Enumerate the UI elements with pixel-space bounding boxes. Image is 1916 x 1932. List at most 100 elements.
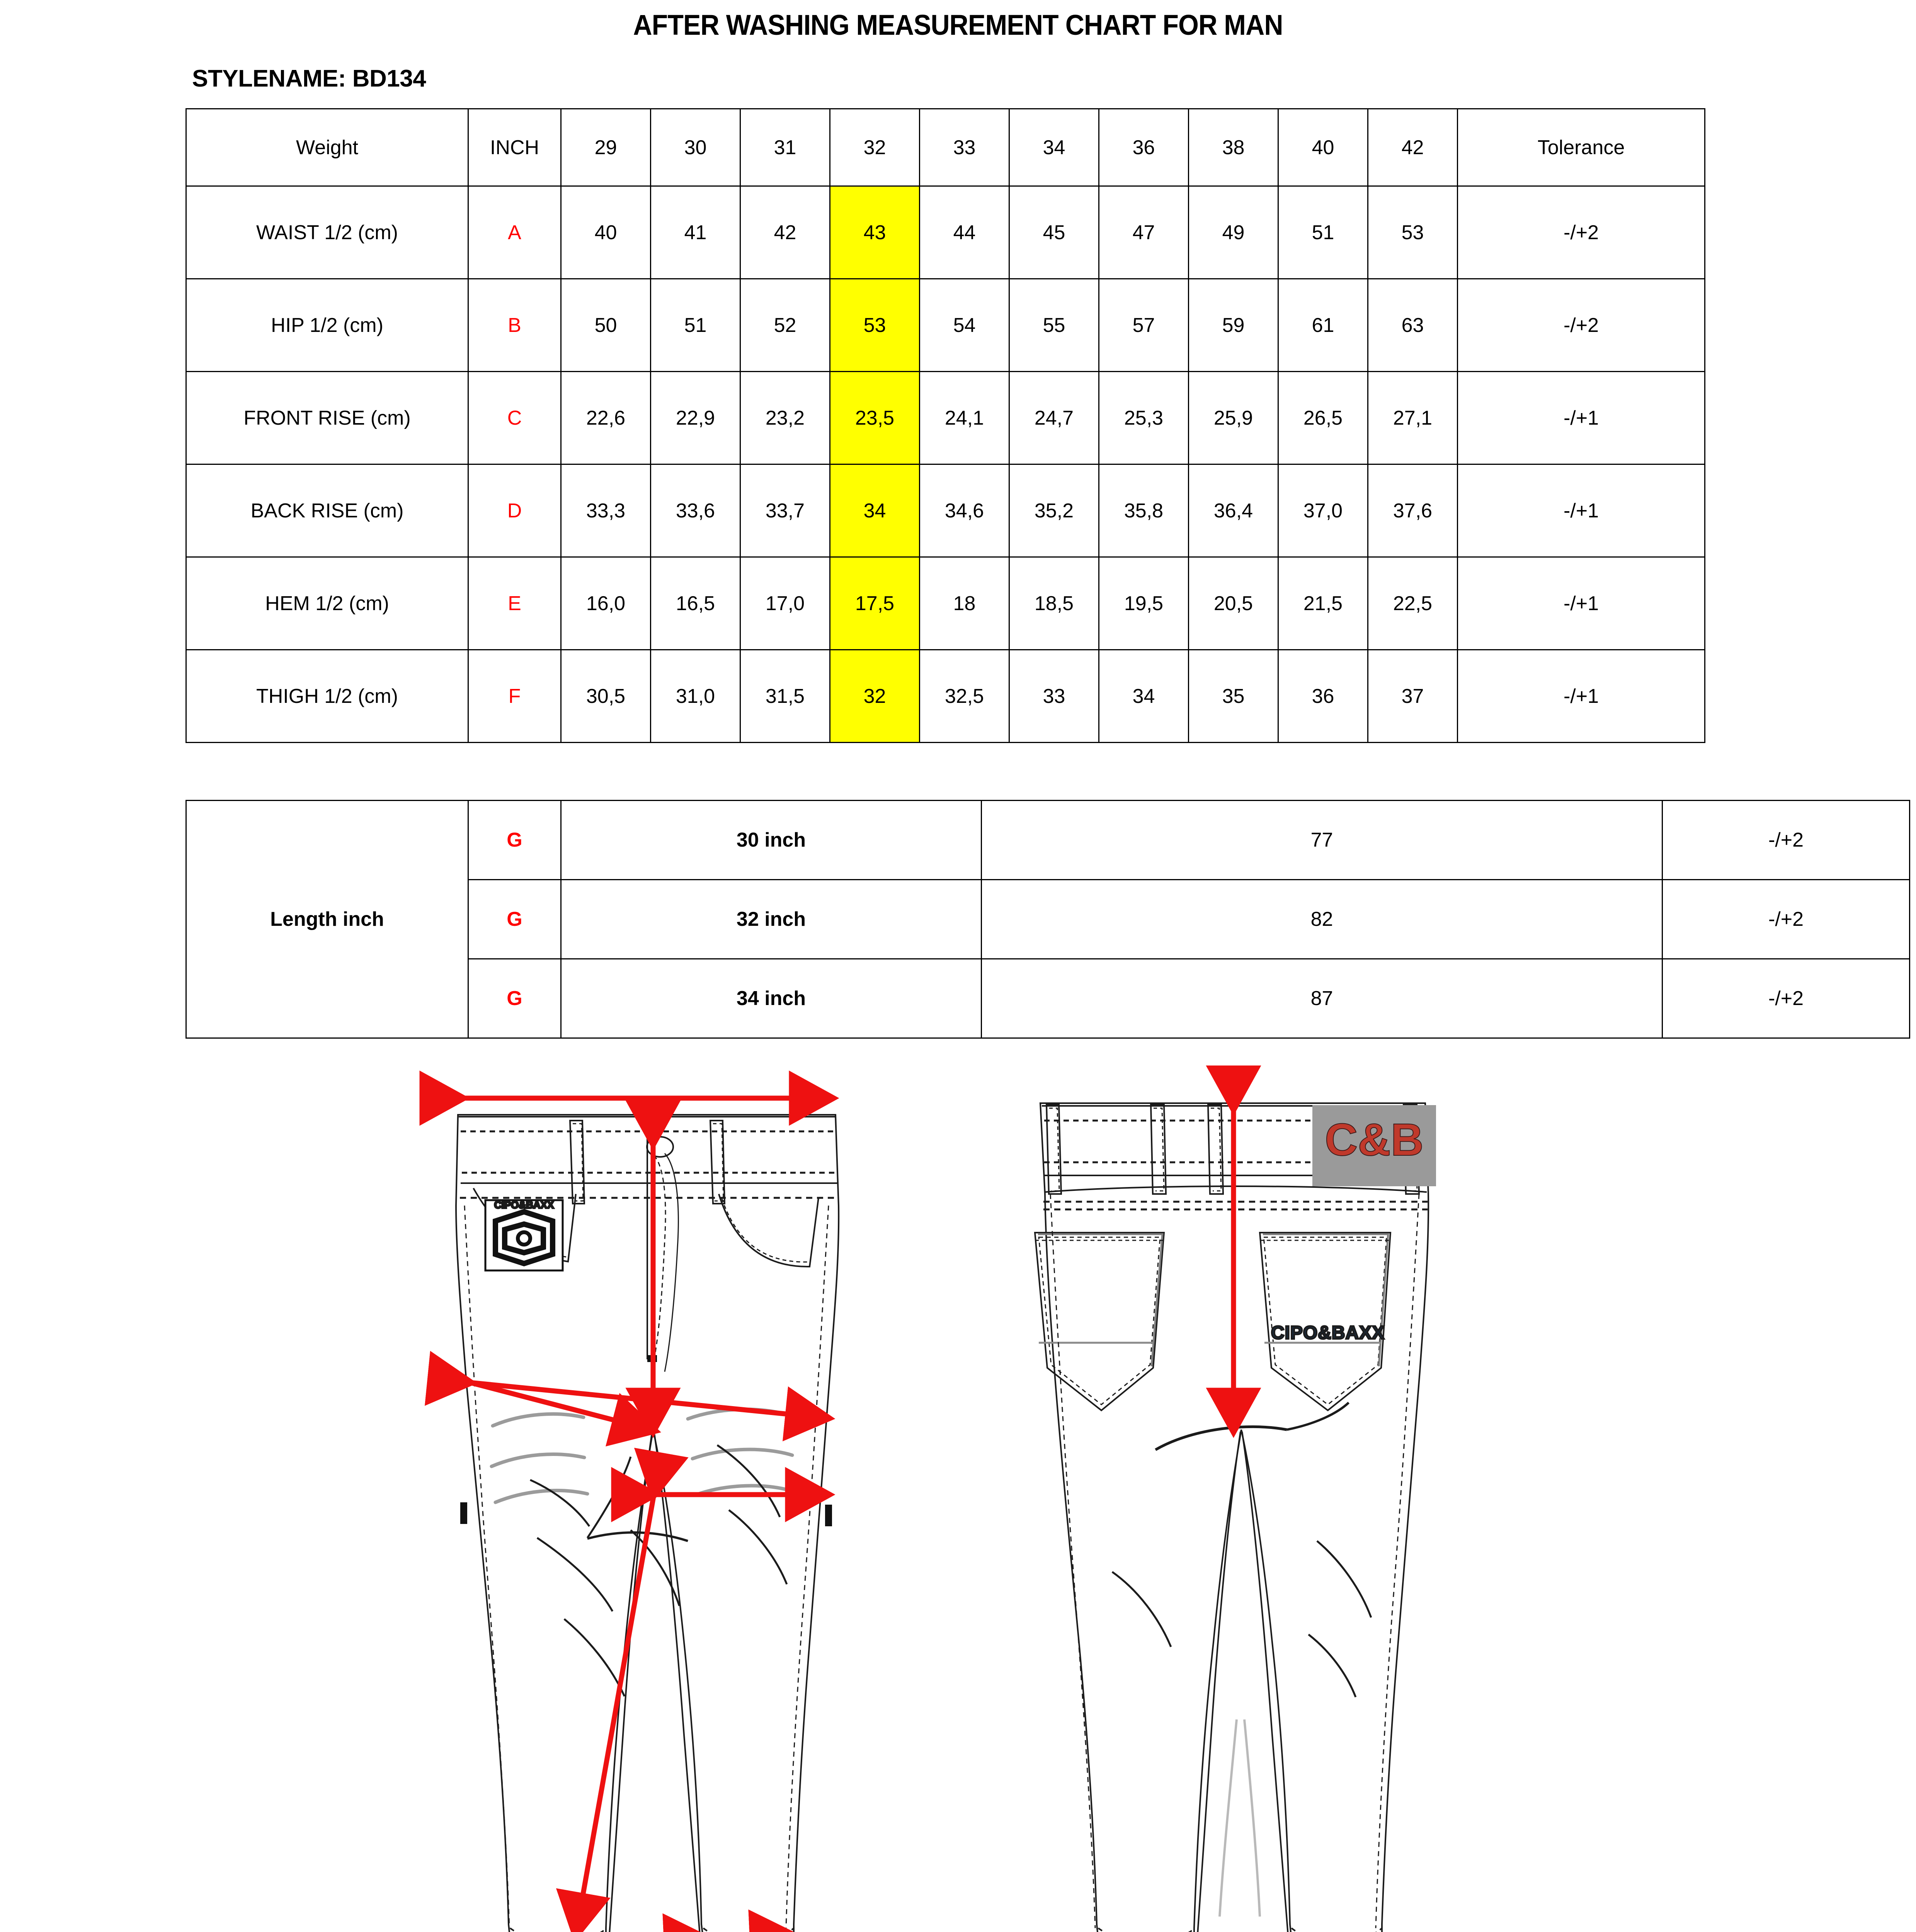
cell-E-31: 17,0 bbox=[740, 556, 830, 650]
weight-header: Weight bbox=[185, 108, 469, 187]
cell-D-42: 37,6 bbox=[1367, 464, 1458, 558]
cell-C-33: 24,1 bbox=[919, 371, 1010, 465]
cell-B-40: 61 bbox=[1278, 278, 1368, 372]
table-row: BACK RISE (cm) D 33,3 33,6 33,7 34 34,6 35,2 35,… bbox=[185, 464, 1705, 558]
back-view-drawing: C&B CIPO&BAXX bbox=[989, 1039, 1476, 1932]
cell-C-38: 25,9 bbox=[1188, 371, 1279, 465]
cell-E-42: 22,5 bbox=[1367, 556, 1458, 650]
cell-D-33: 34,6 bbox=[919, 464, 1010, 558]
cell-C-29: 22,6 bbox=[560, 371, 651, 465]
cell-F-32: 32 bbox=[829, 649, 920, 743]
cell-A-38: 49 bbox=[1188, 185, 1279, 279]
technical-drawings: CIPO&BAXX bbox=[0, 1039, 1916, 1932]
table-row: FRONT RISE (cm) C 22,6 22,9 23,2 23,5 24,1 24,7… bbox=[185, 371, 1705, 465]
row-code: B bbox=[468, 278, 562, 372]
table-row: HIP 1/2 (cm) B 50 51 52 53 54 55 57 59 61 63 -/+2 bbox=[185, 278, 1705, 372]
cell-D-34: 35,2 bbox=[1009, 464, 1099, 558]
cell-B-30: 51 bbox=[650, 278, 741, 372]
cell-A-34: 45 bbox=[1009, 185, 1099, 279]
cell-E-29: 16,0 bbox=[560, 556, 651, 650]
length-inch-header: Length inch bbox=[185, 800, 469, 1039]
cell-E-40: 21,5 bbox=[1278, 556, 1368, 650]
length-row: G 34 inch 87 -/+2 bbox=[186, 958, 1910, 1039]
cell-B-31: 52 bbox=[740, 278, 830, 372]
row-code: C bbox=[468, 371, 562, 465]
cell-D-30: 33,6 bbox=[650, 464, 741, 558]
cell-F-30: 31,0 bbox=[650, 649, 741, 743]
cell-E-33: 18 bbox=[919, 556, 1010, 650]
size-header-30: 30 bbox=[650, 108, 741, 187]
size-header-42: 42 bbox=[1367, 108, 1458, 187]
row-tolerance: -/+2 bbox=[1457, 278, 1705, 372]
row-tolerance: -/+1 bbox=[1457, 371, 1705, 465]
cell-B-33: 54 bbox=[919, 278, 1010, 372]
row-label: HEM 1/2 (cm) bbox=[185, 556, 469, 650]
cell-B-42: 63 bbox=[1367, 278, 1458, 372]
length-size: 34 inch bbox=[560, 958, 982, 1039]
cell-C-31: 23,2 bbox=[740, 371, 830, 465]
cell-F-33: 32,5 bbox=[919, 649, 1010, 743]
cell-B-36: 57 bbox=[1098, 278, 1189, 372]
cell-F-29: 30,5 bbox=[560, 649, 651, 743]
size-header-33: 33 bbox=[919, 108, 1010, 187]
row-code: D bbox=[468, 464, 562, 558]
cell-C-42: 27,1 bbox=[1367, 371, 1458, 465]
length-row: G 32 inch 82 -/+2 bbox=[186, 879, 1910, 959]
cell-A-31: 42 bbox=[740, 185, 830, 279]
arrow-group-front bbox=[419, 1070, 839, 1932]
cell-C-30: 22,9 bbox=[650, 371, 741, 465]
cell-F-36: 34 bbox=[1098, 649, 1189, 743]
cell-D-29: 33,3 bbox=[560, 464, 651, 558]
size-header-36: 36 bbox=[1098, 108, 1189, 187]
size-header-32: 32 bbox=[829, 108, 920, 187]
measurement-table: Weight INCH 29 30 31 32 33 34 36 38 40 42 Tolerance W… bbox=[185, 108, 1705, 743]
cell-A-40: 51 bbox=[1278, 185, 1368, 279]
cell-B-38: 59 bbox=[1188, 278, 1279, 372]
table-row: WAIST 1/2 (cm) A 40 41 42 43 44 45 47 49 51 53 -/+2 bbox=[185, 185, 1705, 279]
front-view-drawing: CIPO&BAXX bbox=[394, 1039, 897, 1932]
row-code: F bbox=[468, 649, 562, 743]
cell-E-32: 17,5 bbox=[829, 556, 920, 650]
table-row: THIGH 1/2 (cm) F 30,5 31,0 31,5 32 32,5 33 34 35 3… bbox=[185, 649, 1705, 743]
cell-A-32: 43 bbox=[829, 185, 920, 279]
size-header-40: 40 bbox=[1278, 108, 1368, 187]
length-size: 32 inch bbox=[560, 879, 982, 959]
cell-E-34: 18,5 bbox=[1009, 556, 1099, 650]
row-tolerance: -/+1 bbox=[1457, 649, 1705, 743]
row-tolerance: -/+2 bbox=[1457, 185, 1705, 279]
row-code: A bbox=[468, 185, 562, 279]
back-waist-patch-label: C&B bbox=[1325, 1114, 1424, 1165]
back-pocket-label: CIPO&BAXX bbox=[1271, 1323, 1385, 1343]
cell-D-38: 36,4 bbox=[1188, 464, 1279, 558]
cell-A-42: 53 bbox=[1367, 185, 1458, 279]
cell-E-38: 20,5 bbox=[1188, 556, 1279, 650]
size-header-38: 38 bbox=[1188, 108, 1279, 187]
arrow-G-inseam bbox=[556, 1447, 689, 1932]
cell-B-32: 53 bbox=[829, 278, 920, 372]
cell-C-40: 26,5 bbox=[1278, 371, 1368, 465]
size-header-29: 29 bbox=[560, 108, 651, 187]
cell-A-36: 47 bbox=[1098, 185, 1189, 279]
cell-F-34: 33 bbox=[1009, 649, 1099, 743]
cell-B-29: 50 bbox=[560, 278, 651, 372]
page-title: AFTER WASHING MEASUREMENT CHART FOR MAN bbox=[633, 9, 1283, 41]
cell-D-32: 34 bbox=[829, 464, 920, 558]
length-tolerance: -/+2 bbox=[1662, 800, 1910, 880]
cell-D-40: 37,0 bbox=[1278, 464, 1368, 558]
length-size: 30 inch bbox=[560, 800, 982, 880]
cell-D-31: 33,7 bbox=[740, 464, 830, 558]
tolerance-header: Tolerance bbox=[1457, 108, 1705, 187]
arrow-B-hip bbox=[424, 1350, 835, 1442]
length-value: 87 bbox=[981, 958, 1663, 1039]
table-header-row: Weight INCH 29 30 31 32 33 34 36 38 40 42 Tolerance bbox=[185, 108, 1705, 187]
length-value: 77 bbox=[981, 800, 1663, 880]
size-header-34: 34 bbox=[1009, 108, 1099, 187]
cell-C-32: 23,5 bbox=[829, 371, 920, 465]
length-value: 82 bbox=[981, 879, 1663, 959]
length-tolerance: -/+2 bbox=[1662, 879, 1910, 959]
cell-E-30: 16,5 bbox=[650, 556, 741, 650]
cell-C-34: 24,7 bbox=[1009, 371, 1099, 465]
cell-F-38: 35 bbox=[1188, 649, 1279, 743]
row-tolerance: -/+1 bbox=[1457, 464, 1705, 558]
cell-F-31: 31,5 bbox=[740, 649, 830, 743]
